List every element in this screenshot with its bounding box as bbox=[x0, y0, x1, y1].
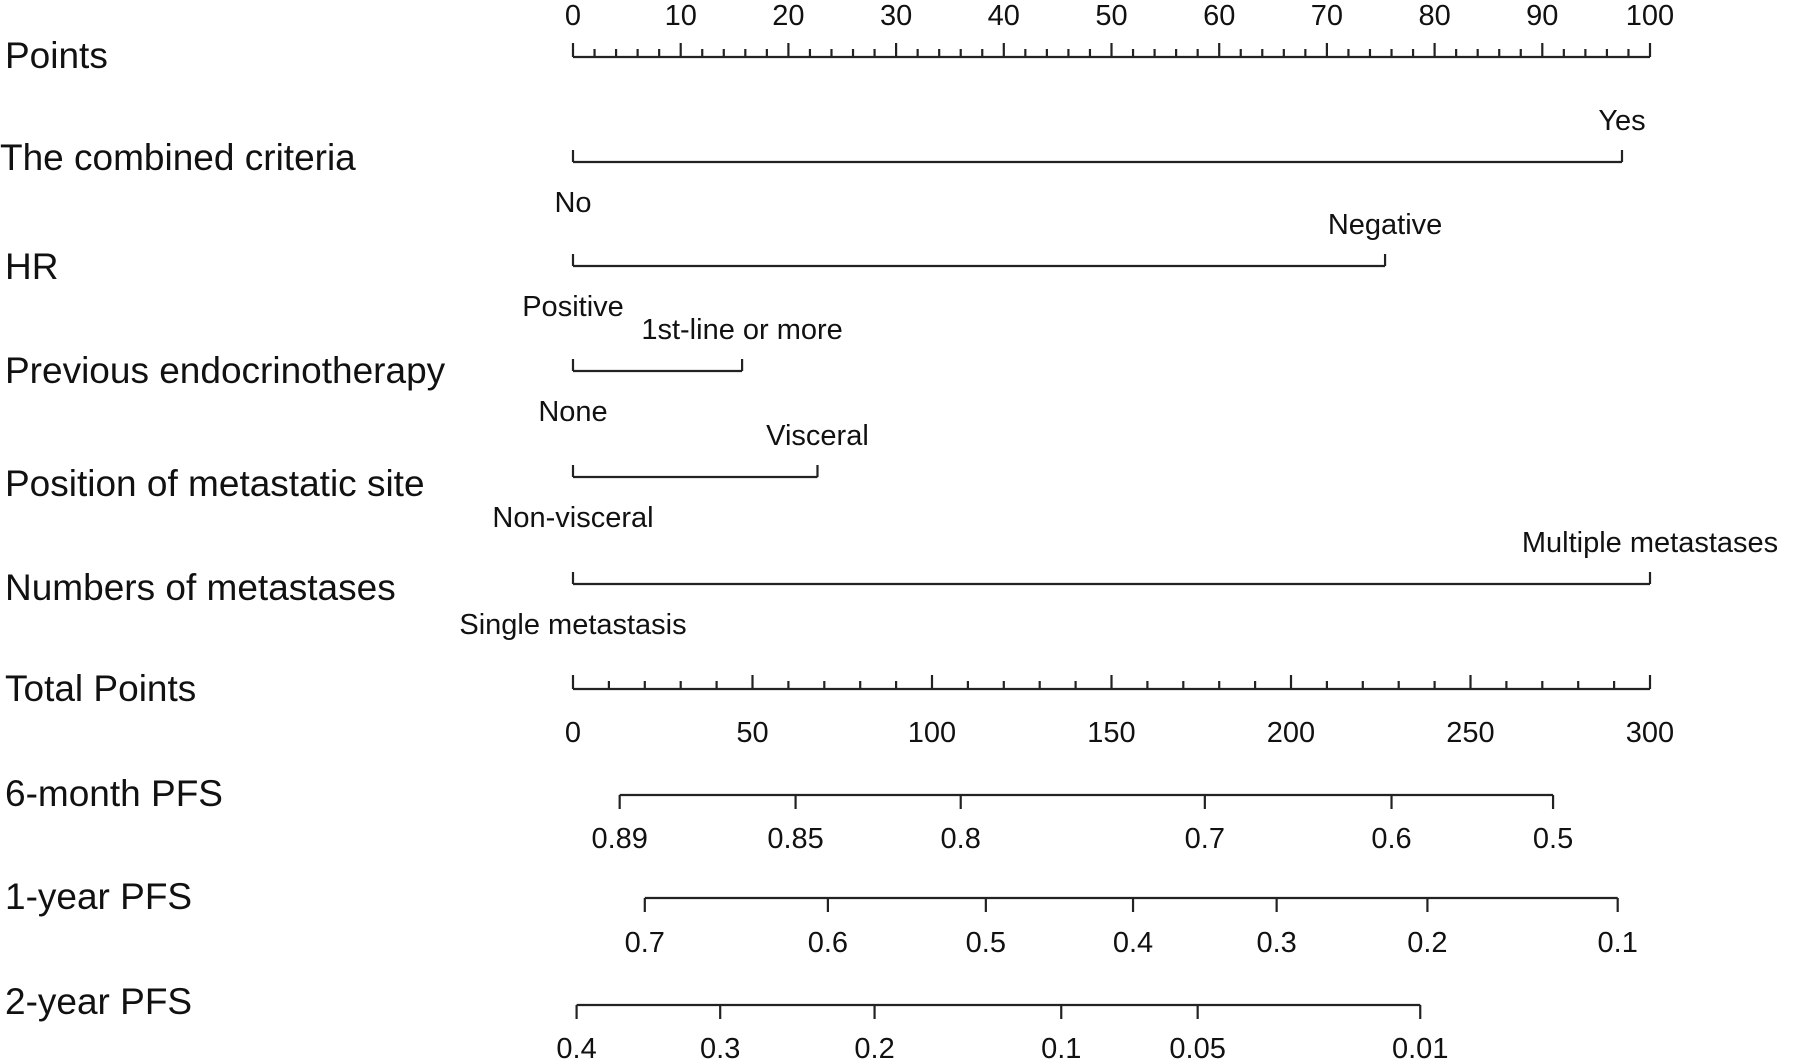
points-tick-label: 80 bbox=[1418, 0, 1450, 32]
variable-level-label: Non-visceral bbox=[492, 502, 653, 534]
points-tick-label: 100 bbox=[1626, 0, 1674, 32]
points-tick-label: 70 bbox=[1311, 0, 1343, 32]
total-points-tick-label: 200 bbox=[1267, 717, 1315, 749]
variable-level-label: Multiple metastases bbox=[1522, 527, 1778, 559]
variable-level-label: Negative bbox=[1328, 209, 1442, 241]
row-label-hr: HR bbox=[5, 246, 58, 287]
probability-tick-label: 0.1 bbox=[1041, 1033, 1081, 1061]
probability-tick-label: 0.5 bbox=[966, 927, 1006, 959]
points-tick-label: 90 bbox=[1526, 0, 1558, 32]
probability-tick-label: 0.01 bbox=[1392, 1033, 1448, 1061]
probability-tick-label: 0.89 bbox=[591, 823, 647, 855]
total-points-tick-label: 100 bbox=[908, 717, 956, 749]
probability-tick-label: 0.5 bbox=[1533, 823, 1573, 855]
probability-tick-label: 0.3 bbox=[1256, 927, 1296, 959]
row-label-numbers-of-metastases: Numbers of metastases bbox=[5, 567, 396, 608]
variable-level-label: None bbox=[538, 396, 607, 428]
total-points-tick-label: 0 bbox=[565, 717, 581, 749]
points-tick-label: 0 bbox=[565, 0, 581, 32]
probability-tick-label: 0.7 bbox=[1185, 823, 1225, 855]
probability-tick-label: 0.6 bbox=[1371, 823, 1411, 855]
variable-level-label: Single metastasis bbox=[459, 609, 686, 641]
probability-tick-label: 0.85 bbox=[767, 823, 823, 855]
probability-tick-label: 0.6 bbox=[808, 927, 848, 959]
row-label-previous-endocrinotherapy: Previous endocrinotherapy bbox=[5, 350, 446, 391]
probability-tick-label: 0.2 bbox=[854, 1033, 894, 1061]
probability-tick-label: 0.05 bbox=[1169, 1033, 1225, 1061]
probability-tick-label: 0.2 bbox=[1407, 927, 1447, 959]
row-label-6-month-pfs: 6-month PFS bbox=[5, 773, 223, 814]
probability-tick-label: 0.1 bbox=[1598, 927, 1638, 959]
points-tick-label: 20 bbox=[772, 0, 804, 32]
points-tick-label: 50 bbox=[1095, 0, 1127, 32]
points-tick-label: 30 bbox=[880, 0, 912, 32]
row-label-2-year-pfs: 2-year PFS bbox=[5, 981, 192, 1022]
probability-tick-label: 0.3 bbox=[700, 1033, 740, 1061]
row-label-points: Points bbox=[5, 35, 108, 76]
points-tick-label: 10 bbox=[665, 0, 697, 32]
variable-level-label: No bbox=[554, 187, 591, 219]
probability-tick-label: 0.7 bbox=[625, 927, 665, 959]
variable-level-label: Yes bbox=[1598, 105, 1645, 137]
points-tick-label: 60 bbox=[1203, 0, 1235, 32]
total-points-tick-label: 250 bbox=[1446, 717, 1494, 749]
total-points-tick-label: 50 bbox=[736, 717, 768, 749]
row-label-1-year-pfs: 1-year PFS bbox=[5, 876, 192, 917]
variable-level-label: Positive bbox=[522, 291, 624, 323]
points-tick-label: 40 bbox=[988, 0, 1020, 32]
variable-level-label: Visceral bbox=[766, 420, 869, 452]
variable-level-label: 1st-line or more bbox=[641, 314, 842, 346]
total-points-tick-label: 150 bbox=[1087, 717, 1135, 749]
row-label-position-of-metastatic-site: Position of metastatic site bbox=[5, 463, 425, 504]
probability-tick-label: 0.8 bbox=[941, 823, 981, 855]
probability-tick-label: 0.4 bbox=[1113, 927, 1153, 959]
total-points-tick-label: 300 bbox=[1626, 717, 1674, 749]
row-label-combined-criteria: The combined criteria bbox=[0, 137, 356, 178]
row-label-total-points: Total Points bbox=[5, 668, 196, 709]
probability-tick-label: 0.4 bbox=[556, 1033, 596, 1061]
